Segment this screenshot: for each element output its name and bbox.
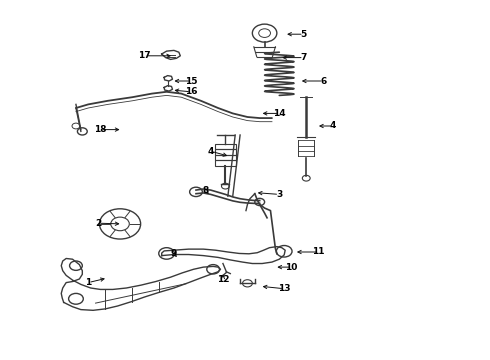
Text: 3: 3 — [276, 190, 282, 199]
Text: 4: 4 — [207, 147, 214, 156]
Text: 15: 15 — [185, 77, 197, 85]
Text: 6: 6 — [320, 77, 326, 85]
Text: 13: 13 — [278, 284, 291, 293]
Text: 18: 18 — [94, 125, 107, 134]
Text: 16: 16 — [185, 87, 197, 96]
Text: 8: 8 — [203, 186, 209, 195]
Text: 10: 10 — [285, 263, 298, 271]
Text: 11: 11 — [312, 248, 325, 256]
Text: 1: 1 — [85, 278, 91, 287]
Text: 4: 4 — [330, 122, 337, 130]
Text: 12: 12 — [217, 274, 229, 284]
Text: 14: 14 — [273, 109, 286, 118]
Text: 5: 5 — [301, 30, 307, 39]
Text: 7: 7 — [300, 53, 307, 62]
Text: 9: 9 — [171, 249, 177, 258]
Text: 2: 2 — [95, 219, 101, 228]
Text: 17: 17 — [138, 51, 151, 60]
